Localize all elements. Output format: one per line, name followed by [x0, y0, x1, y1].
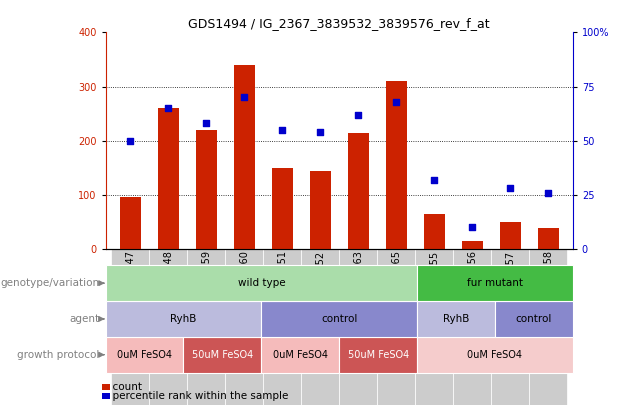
Bar — [417, 265, 573, 301]
Bar — [196, 130, 217, 249]
Bar — [184, 337, 261, 373]
Bar — [417, 337, 573, 373]
Text: fur mutant: fur mutant — [467, 278, 523, 288]
Bar — [500, 222, 520, 249]
Bar — [263, 249, 301, 405]
Bar — [120, 196, 141, 249]
Bar — [310, 171, 331, 249]
Text: genotype/variation: genotype/variation — [1, 278, 100, 288]
Bar — [149, 249, 188, 405]
Text: RyhB: RyhB — [443, 314, 469, 324]
Bar — [111, 249, 149, 405]
Point — [163, 105, 173, 111]
Bar — [272, 168, 292, 249]
Text: control: control — [321, 314, 357, 324]
Bar — [495, 301, 573, 337]
Bar — [102, 384, 110, 390]
Bar — [461, 241, 483, 249]
Bar — [234, 65, 255, 249]
Bar — [102, 393, 110, 399]
Text: 50uM FeSO4: 50uM FeSO4 — [348, 350, 409, 360]
Bar — [339, 337, 417, 373]
Point — [543, 190, 553, 196]
Bar — [188, 249, 225, 405]
Text: count: count — [106, 382, 141, 392]
Text: 0uM FeSO4: 0uM FeSO4 — [117, 350, 172, 360]
Text: percentile rank within the sample: percentile rank within the sample — [106, 391, 288, 401]
Bar — [158, 108, 179, 249]
Point — [467, 224, 477, 231]
Text: 0uM FeSO4: 0uM FeSO4 — [273, 350, 328, 360]
Text: 0uM FeSO4: 0uM FeSO4 — [467, 350, 522, 360]
Bar — [415, 249, 453, 405]
Bar — [417, 301, 495, 337]
Bar — [386, 81, 406, 249]
Bar — [106, 301, 261, 337]
Point — [125, 138, 136, 144]
Text: control: control — [516, 314, 552, 324]
Text: growth protocol: growth protocol — [17, 350, 100, 360]
Bar — [261, 337, 339, 373]
Point — [353, 111, 364, 118]
Bar — [106, 265, 417, 301]
Bar — [301, 249, 339, 405]
Bar — [377, 249, 415, 405]
Bar — [339, 249, 377, 405]
Bar — [538, 228, 559, 249]
Point — [429, 177, 439, 183]
Bar — [225, 249, 263, 405]
Bar — [529, 249, 567, 405]
Point — [315, 129, 325, 135]
Point — [391, 98, 401, 105]
Text: wild type: wild type — [237, 278, 285, 288]
Point — [239, 94, 250, 101]
Text: agent: agent — [70, 314, 100, 324]
Title: GDS1494 / IG_2367_3839532_3839576_rev_f_at: GDS1494 / IG_2367_3839532_3839576_rev_f_… — [188, 17, 490, 30]
Text: RyhB: RyhB — [170, 314, 196, 324]
Bar — [261, 301, 417, 337]
Point — [277, 127, 287, 133]
Text: 50uM FeSO4: 50uM FeSO4 — [192, 350, 253, 360]
Bar — [424, 214, 445, 249]
Point — [505, 185, 515, 192]
Bar — [453, 249, 491, 405]
Bar — [348, 132, 369, 249]
Point — [201, 120, 211, 127]
Bar — [491, 249, 529, 405]
Bar — [106, 337, 184, 373]
